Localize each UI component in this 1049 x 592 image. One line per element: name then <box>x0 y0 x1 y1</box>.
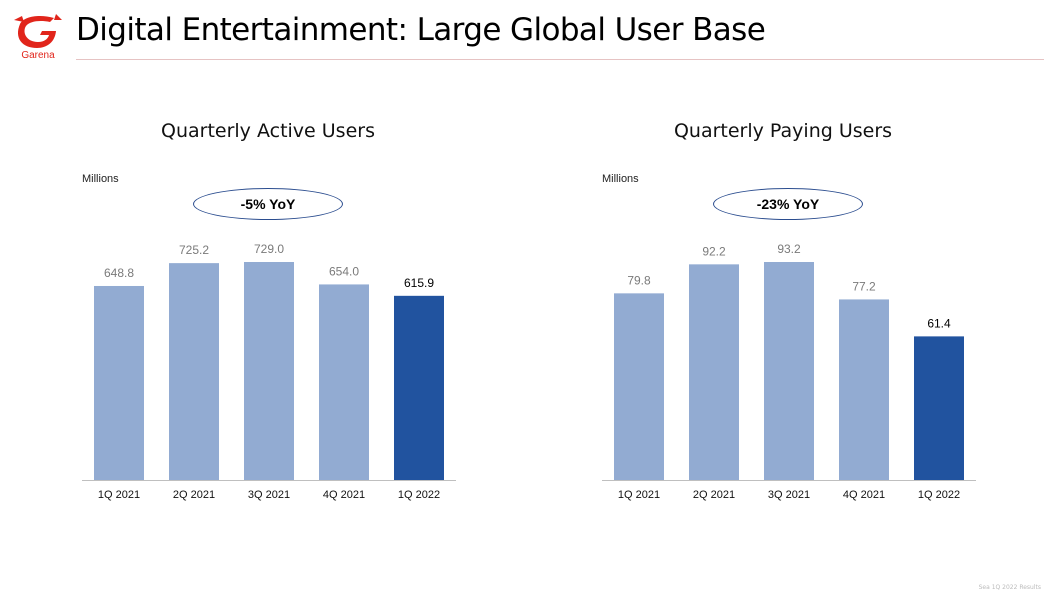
garena-logo-icon <box>14 14 62 48</box>
garena-wordmark: Garena <box>21 50 55 61</box>
paying-users-value-label: 77.2 <box>852 279 876 293</box>
active-users-category-label: 2Q 2021 <box>173 489 215 501</box>
paying-users-bar <box>614 293 664 480</box>
paying-users-value-label: 61.4 <box>927 316 951 330</box>
active-users-bar <box>169 263 219 480</box>
unit-label-active-users: Millions <box>82 173 119 185</box>
footer-note: Sea 1Q 2022 Results <box>978 584 1041 591</box>
paying-users-bar <box>914 336 964 480</box>
paying-users-category-label: 4Q 2021 <box>843 489 885 501</box>
paying-users-bar-chart: 79.8 1Q 2021 92.2 2Q 2021 93.2 3Q 2021 77.2 4Q … <box>602 242 976 501</box>
active-users-category-label: 1Q 2021 <box>98 489 140 501</box>
title-divider <box>76 59 1044 60</box>
paying-users-value-label: 93.2 <box>777 242 801 256</box>
active-users-bar <box>94 285 144 480</box>
chart-title-active-users: Quarterly Active Users <box>161 120 375 142</box>
paying-users-bar <box>764 262 814 480</box>
yoy-text-active-users: -5% YoY <box>240 196 296 212</box>
paying-users-bar <box>839 299 889 480</box>
active-users-category-label: 1Q 2022 <box>398 489 440 501</box>
active-users-value-label: 654.0 <box>329 264 359 278</box>
paying-users-category-label: 1Q 2021 <box>618 489 660 501</box>
active-users-value-label: 729.0 <box>254 242 284 256</box>
active-users-value-label: 725.2 <box>179 243 209 257</box>
active-users-bar-chart: 648.8 1Q 2021 725.2 2Q 2021 729.0 3Q 2021 654.… <box>82 242 456 501</box>
active-users-category-label: 3Q 2021 <box>248 489 290 501</box>
active-users-value-label: 615.9 <box>404 276 434 290</box>
active-users-category-label: 4Q 2021 <box>323 489 365 501</box>
active-users-bar <box>319 284 369 480</box>
garena-logo: Garena <box>10 12 66 64</box>
yoy-badge-active-users: -5% YoY <box>193 188 343 220</box>
yoy-badge-paying-users: -23% YoY <box>713 188 863 220</box>
paying-users-bar <box>689 264 739 480</box>
paying-users-value-label: 79.8 <box>627 273 651 287</box>
chart-title-paying-users: Quarterly Paying Users <box>673 120 893 142</box>
yoy-text-paying-users: -23% YoY <box>756 196 820 212</box>
active-users-bar <box>244 262 294 480</box>
paying-users-value-label: 92.2 <box>702 244 726 258</box>
paying-users-category-label: 2Q 2021 <box>693 489 735 501</box>
active-users-bar <box>394 295 444 480</box>
page-title: Digital Entertainment: Large Global User… <box>76 12 766 48</box>
paying-users-category-label: 1Q 2022 <box>918 489 960 501</box>
paying-users-category-label: 3Q 2021 <box>768 489 810 501</box>
unit-label-paying-users: Millions <box>602 173 639 185</box>
active-users-value-label: 648.8 <box>104 266 134 280</box>
